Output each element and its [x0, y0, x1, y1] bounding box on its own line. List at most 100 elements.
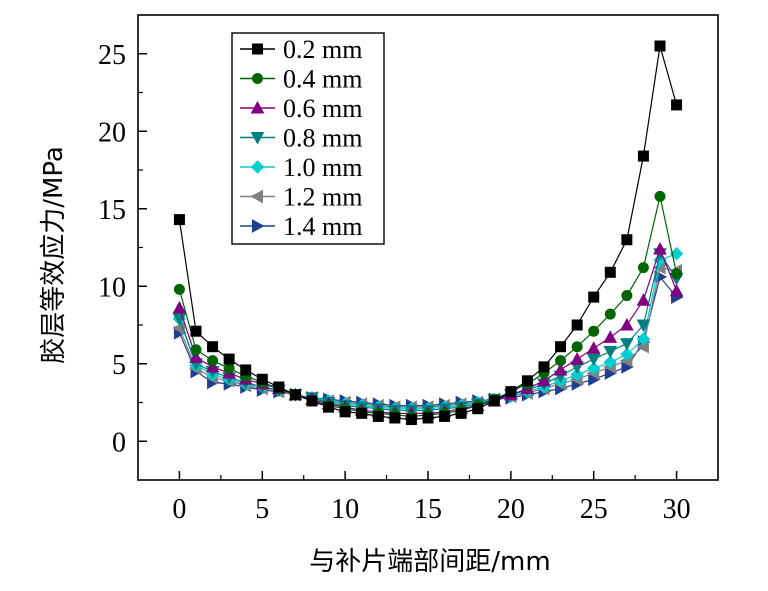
- data-point: [571, 341, 583, 353]
- x-tick-label: 5: [255, 494, 269, 525]
- data-point: [173, 283, 185, 295]
- series-layer: [172, 40, 684, 426]
- data-point: [588, 291, 600, 303]
- legend-label: 0.2 mm: [283, 35, 362, 64]
- data-point: [654, 190, 666, 202]
- data-point: [306, 395, 318, 407]
- data-point: [223, 362, 235, 374]
- series-line: [178, 275, 678, 407]
- legend-label: 0.4 mm: [283, 65, 362, 94]
- legend-item: 1.2 mm: [240, 183, 362, 212]
- legend-label: 0.6 mm: [283, 94, 362, 123]
- data-point: [439, 410, 451, 422]
- data-point: [586, 341, 601, 354]
- x-tick-label: 10: [331, 494, 359, 525]
- data-point: [620, 338, 634, 351]
- x-tick-label: 0: [172, 494, 186, 525]
- data-point: [671, 268, 683, 280]
- legend-item: 1.0 mm: [240, 153, 362, 182]
- data-point: [621, 290, 633, 302]
- legend-marker: [252, 219, 265, 233]
- data-point: [538, 361, 550, 373]
- data-point: [586, 353, 601, 367]
- data-point: [323, 401, 335, 413]
- data-point: [588, 325, 600, 337]
- legend-label: 1.0 mm: [283, 153, 362, 182]
- series-1_2mm: [172, 260, 683, 414]
- y-tick-label: 15: [98, 195, 126, 226]
- data-point: [669, 283, 684, 297]
- data-point: [205, 359, 220, 373]
- data-point: [671, 99, 683, 111]
- legend-marker: [250, 160, 265, 174]
- data-point: [621, 234, 633, 246]
- data-point: [555, 355, 567, 367]
- legend-marker: [252, 43, 263, 55]
- data-point: [636, 319, 651, 333]
- data-point: [537, 373, 551, 387]
- data-point: [356, 407, 368, 419]
- y-tick-label: 0: [112, 427, 126, 458]
- data-point: [207, 341, 219, 353]
- data-point: [636, 293, 651, 306]
- data-point: [571, 319, 583, 331]
- data-point: [603, 345, 618, 359]
- data-point: [189, 350, 203, 364]
- data-point: [190, 344, 202, 356]
- data-point: [240, 364, 252, 376]
- data-point: [636, 332, 651, 346]
- data-point: [653, 242, 667, 255]
- data-point: [603, 330, 618, 343]
- data-point: [422, 412, 434, 424]
- legend-marker: [252, 73, 263, 84]
- data-point: [455, 407, 467, 419]
- y-tick-label: 20: [98, 117, 126, 148]
- data-point: [172, 300, 187, 314]
- data-point: [604, 266, 616, 278]
- data-point: [273, 381, 285, 393]
- legend-item: 0.6 mm: [240, 94, 362, 123]
- data-point: [472, 403, 484, 415]
- legend-item: 0.4 mm: [240, 65, 362, 94]
- data-point: [669, 246, 684, 261]
- y-axis-title: 胶层等效应力/MPa: [39, 146, 69, 364]
- legend-item: 0.8 mm: [240, 124, 362, 153]
- data-point: [190, 325, 202, 337]
- data-point: [555, 341, 567, 353]
- x-tick-label: 30: [663, 494, 691, 525]
- x-tick-label: 20: [497, 494, 525, 525]
- legend-marker: [250, 132, 265, 145]
- data-point: [637, 262, 649, 274]
- data-point: [389, 412, 401, 424]
- series-line: [178, 253, 677, 410]
- y-tick-label: 10: [98, 272, 126, 303]
- legend-label: 1.2 mm: [283, 183, 362, 212]
- series-0_2mm: [173, 40, 683, 426]
- data-point: [488, 395, 500, 407]
- data-point: [587, 361, 601, 376]
- data-point: [339, 406, 351, 418]
- x-axis-title: 与补片端部间距/mm: [309, 547, 550, 577]
- y-tick-label: 5: [112, 350, 126, 381]
- legend-item: 1.4 mm: [240, 212, 362, 241]
- legend-label: 1.4 mm: [283, 212, 362, 241]
- data-point: [521, 375, 533, 387]
- data-point: [570, 352, 584, 365]
- legend-marker: [250, 189, 263, 204]
- axis-ticks: 0 5 10 15 20 25 30 0 5 10 15 20 25: [98, 40, 691, 525]
- data-point: [654, 40, 666, 52]
- data-point: [256, 373, 268, 385]
- data-point: [620, 347, 634, 362]
- legend-item: 0.2 mm: [240, 35, 362, 64]
- data-point: [207, 355, 219, 367]
- data-point: [372, 410, 384, 422]
- data-point: [620, 317, 634, 331]
- x-tick-label: 15: [414, 494, 442, 525]
- data-point: [553, 362, 568, 376]
- data-point: [405, 414, 417, 426]
- x-tick-label: 25: [580, 494, 608, 525]
- data-point: [223, 353, 235, 365]
- data-point: [173, 214, 185, 226]
- series-line: [178, 266, 677, 408]
